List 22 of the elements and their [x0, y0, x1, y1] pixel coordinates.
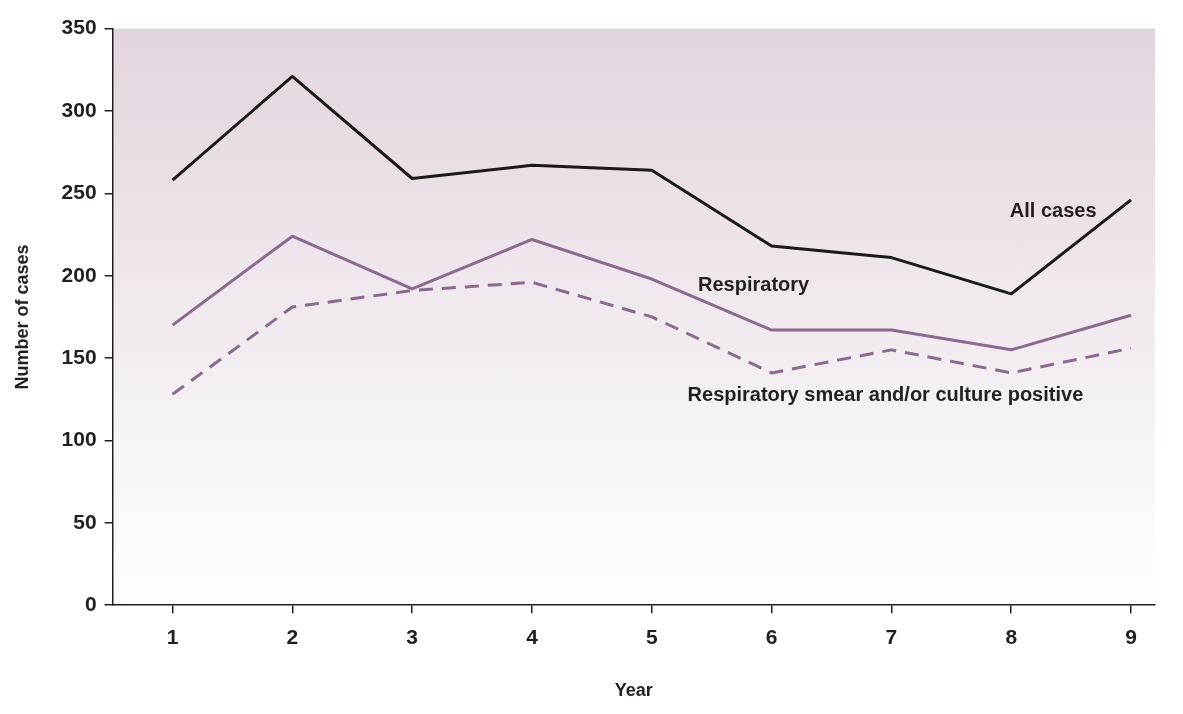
y-axis-title: Number of cases — [11, 244, 32, 390]
x-tick-label: 2 — [286, 624, 299, 648]
x-tick-label: 5 — [645, 624, 658, 648]
y-tick-label: 350 — [61, 15, 97, 39]
series-label: All cases — [1009, 198, 1097, 221]
x-tick-label: 6 — [765, 624, 778, 648]
y-tick-label: 200 — [61, 262, 97, 286]
y-tick-label: 50 — [73, 509, 97, 533]
x-tick-label: 7 — [885, 624, 898, 648]
x-tick-label: 4 — [526, 624, 539, 648]
y-tick-label: 300 — [61, 97, 97, 121]
series-label: Respiratory — [698, 273, 811, 296]
y-tick-label: 0 — [84, 592, 97, 615]
y-tick-label: 100 — [61, 427, 97, 451]
x-axis-title: Year — [614, 680, 653, 701]
x-tick-label: 1 — [166, 624, 179, 648]
y-tick-label: 250 — [61, 180, 97, 204]
y-tick-label: 150 — [61, 344, 97, 368]
x-tick-label: 3 — [406, 624, 419, 648]
x-tick-label: 9 — [1125, 624, 1137, 648]
x-tick-label: 8 — [1005, 624, 1018, 648]
series-label: Respiratory smear and/or culture positive — [687, 383, 1084, 406]
